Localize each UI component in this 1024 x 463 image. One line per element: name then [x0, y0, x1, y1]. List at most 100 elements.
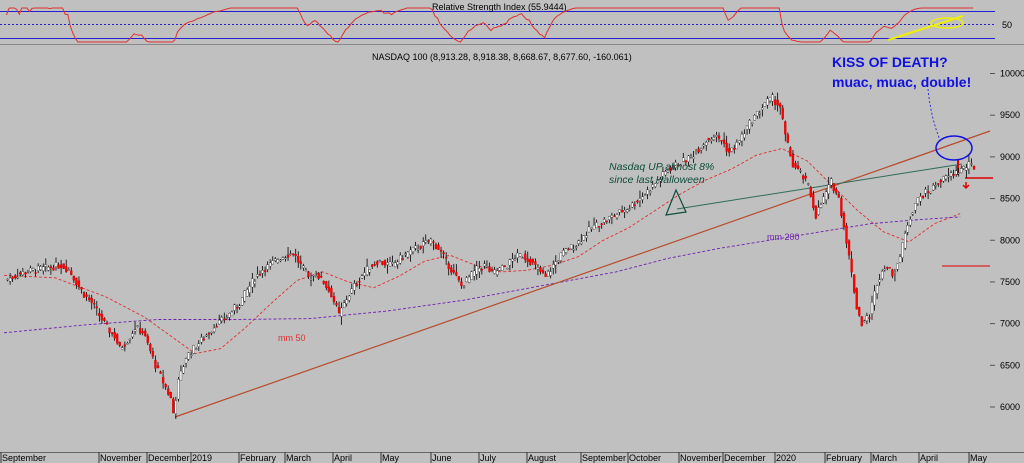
candle-up — [817, 207, 820, 215]
candle-down — [853, 274, 856, 293]
candle-down — [888, 267, 891, 269]
x-tick-label: May — [382, 453, 400, 463]
candle-down — [358, 280, 361, 283]
candle-up — [705, 142, 708, 146]
candle-up — [712, 137, 716, 140]
candle-up — [37, 265, 40, 271]
candle-up — [615, 214, 619, 218]
candle-down — [258, 273, 262, 276]
candle-down — [804, 175, 807, 179]
candle-up — [220, 317, 223, 321]
candle-down — [613, 215, 616, 217]
candle-down — [330, 287, 333, 298]
candle-down — [371, 264, 374, 267]
candle-down — [116, 334, 119, 344]
candle-up — [562, 250, 565, 256]
candle-down — [444, 257, 448, 259]
candle-down — [802, 175, 805, 180]
candle-up — [411, 246, 415, 252]
candle-up — [740, 133, 744, 142]
candle-up — [6, 279, 9, 281]
candle-down — [381, 261, 384, 265]
candle-up — [618, 209, 621, 213]
rsi-yellow-trendline — [887, 15, 964, 41]
candle-up — [603, 219, 606, 223]
candle-up — [687, 155, 690, 163]
trendlines — [174, 130, 993, 418]
candle-up — [970, 163, 973, 165]
candle-up — [485, 266, 489, 268]
candle-down — [149, 343, 152, 352]
candle-up — [225, 317, 229, 319]
candle-up — [547, 271, 550, 277]
candle-up — [363, 272, 366, 276]
candle-up — [628, 208, 631, 210]
candle-down — [488, 266, 491, 272]
candle-down — [80, 287, 83, 290]
candle-down — [401, 258, 404, 260]
candle-down — [794, 162, 797, 168]
candle-down — [779, 103, 782, 108]
candle-up — [483, 263, 486, 267]
candle-down — [450, 267, 453, 273]
mm200-label: mm 200 — [767, 232, 800, 242]
candle-down — [490, 269, 494, 271]
candle-down — [620, 210, 624, 213]
candle-down — [427, 240, 430, 242]
candle-down — [297, 255, 300, 263]
candle-up — [210, 332, 213, 334]
candle-up — [883, 268, 886, 271]
candle-down — [717, 135, 721, 139]
candle-up — [947, 175, 950, 178]
candle-up — [626, 209, 629, 213]
candle-up — [610, 215, 614, 218]
candle-down — [503, 265, 506, 267]
candle-up — [694, 151, 698, 153]
candle-up — [608, 216, 611, 220]
candle-down — [531, 258, 534, 263]
candle-up — [29, 267, 32, 272]
candle-up — [822, 196, 825, 204]
candle-up — [932, 185, 935, 191]
candle-down — [49, 266, 53, 268]
candle-down — [320, 275, 323, 278]
candle-up — [54, 262, 58, 267]
candle-up — [944, 175, 948, 180]
candle-down — [294, 254, 297, 256]
candle-up — [758, 113, 761, 115]
candle-up — [289, 253, 292, 255]
candle-down — [291, 253, 295, 255]
candle-up — [878, 279, 881, 283]
candle-up — [819, 204, 823, 208]
candle-up — [284, 257, 287, 259]
candle-up — [177, 379, 180, 400]
candle-down — [263, 270, 267, 272]
candle-up — [465, 277, 468, 282]
candle-up — [133, 329, 137, 332]
candle-down — [93, 303, 96, 305]
candle-down — [159, 371, 162, 374]
candle-up — [656, 180, 659, 184]
candle-down — [605, 220, 608, 223]
candle-up — [875, 285, 879, 294]
candle-down — [34, 272, 37, 274]
candle-up — [646, 189, 649, 195]
candle-down — [100, 313, 104, 321]
candle-up — [896, 263, 899, 270]
green-trendline — [676, 163, 963, 210]
candle-up — [743, 133, 746, 139]
candle-down — [325, 281, 328, 288]
candle-down — [886, 267, 889, 269]
candle-up — [763, 102, 767, 107]
candle-up — [511, 258, 514, 262]
candle-down — [24, 272, 27, 275]
candle-down — [223, 318, 226, 321]
candle-up — [409, 249, 412, 255]
y-tick-label: 7500 — [1000, 277, 1020, 287]
candle-down — [697, 148, 700, 153]
candle-down — [633, 204, 636, 206]
candle-down — [19, 272, 22, 275]
candle-down — [235, 307, 239, 309]
candle-up — [924, 189, 927, 194]
